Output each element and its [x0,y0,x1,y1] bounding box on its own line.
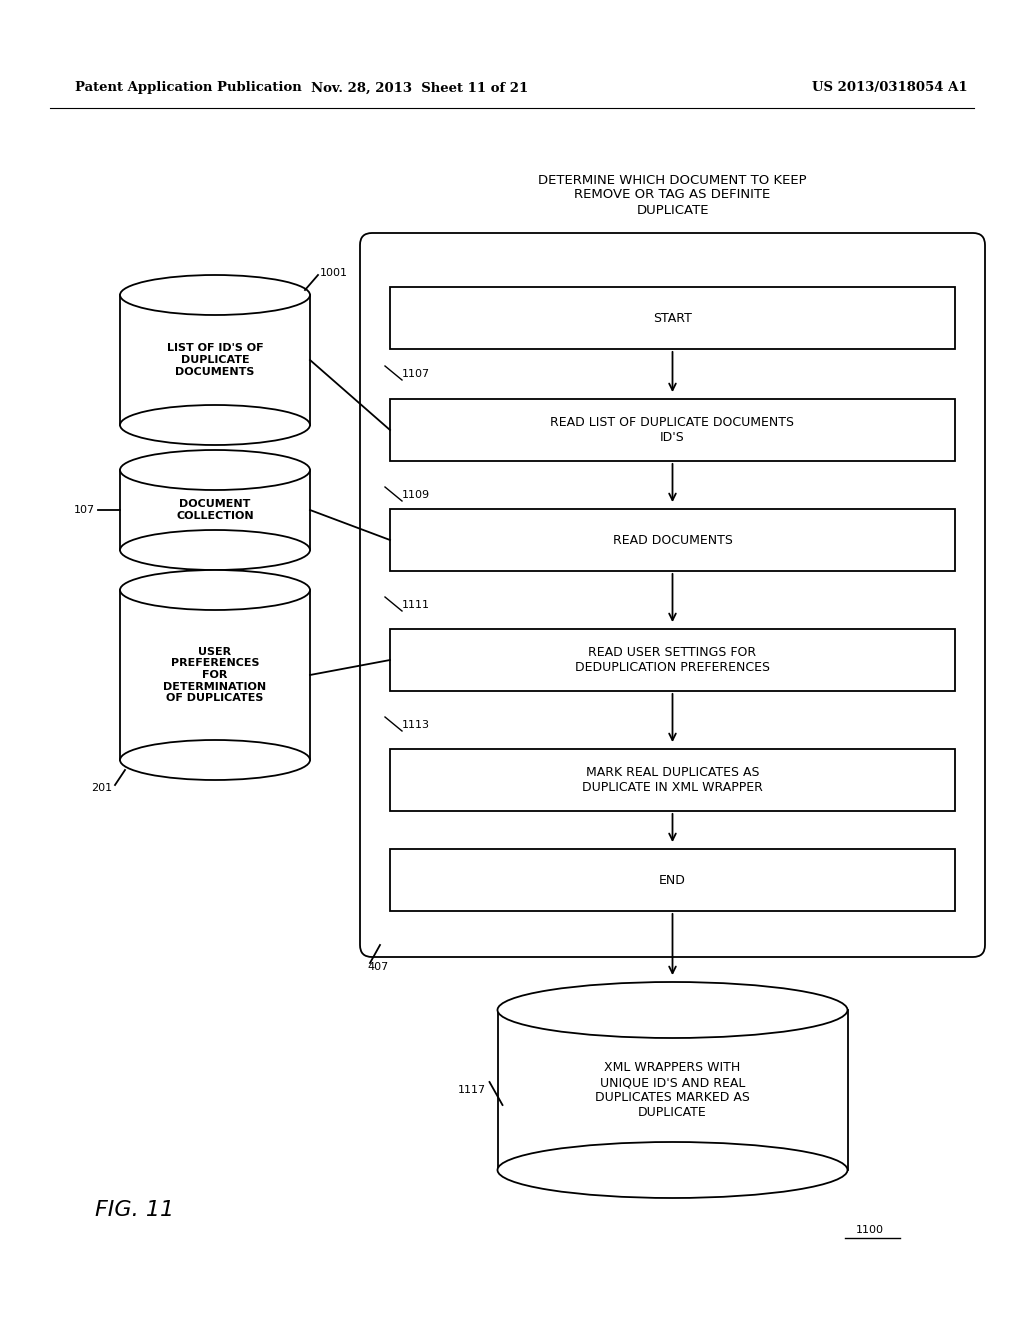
Ellipse shape [120,450,310,490]
Text: Patent Application Publication: Patent Application Publication [75,82,302,95]
Text: DOCUMENT
COLLECTION: DOCUMENT COLLECTION [176,499,254,521]
Bar [120,590,310,760]
FancyBboxPatch shape [390,510,955,572]
Text: US 2013/0318054 A1: US 2013/0318054 A1 [812,82,968,95]
FancyBboxPatch shape [390,849,955,911]
Text: MARK REAL DUPLICATES AS
DUPLICATE IN XML WRAPPER: MARK REAL DUPLICATES AS DUPLICATE IN XML… [582,766,763,795]
Text: 1111: 1111 [402,601,430,610]
Ellipse shape [120,741,310,780]
Bar [120,294,310,425]
FancyBboxPatch shape [390,286,955,348]
Ellipse shape [120,531,310,570]
FancyBboxPatch shape [390,748,955,810]
Text: 107: 107 [74,506,95,515]
Text: FIG. 11: FIG. 11 [95,1200,174,1220]
Text: USER
PREFERENCES
FOR
DETERMINATION
OF DUPLICATES: USER PREFERENCES FOR DETERMINATION OF DU… [164,647,266,704]
Bar [498,1010,848,1170]
Bar [120,470,310,550]
Text: END: END [659,874,686,887]
Ellipse shape [120,570,310,610]
Ellipse shape [120,275,310,315]
Text: 201: 201 [91,783,112,793]
Ellipse shape [498,1142,848,1199]
Text: 1100: 1100 [856,1225,884,1236]
Ellipse shape [498,982,848,1038]
Text: DETERMINE WHICH DOCUMENT TO KEEP
REMOVE OR TAG AS DEFINITE
DUPLICATE: DETERMINE WHICH DOCUMENT TO KEEP REMOVE … [539,173,807,216]
Ellipse shape [120,405,310,445]
FancyBboxPatch shape [360,234,985,957]
Text: 407: 407 [367,962,388,972]
Text: 1001: 1001 [319,268,348,279]
Text: Nov. 28, 2013  Sheet 11 of 21: Nov. 28, 2013 Sheet 11 of 21 [311,82,528,95]
FancyBboxPatch shape [390,630,955,690]
Text: 1109: 1109 [402,490,430,500]
Text: LIST OF ID'S OF
DUPLICATE
DOCUMENTS: LIST OF ID'S OF DUPLICATE DOCUMENTS [167,343,263,376]
FancyBboxPatch shape [390,399,955,461]
Text: 1117: 1117 [458,1085,485,1096]
Text: READ DOCUMENTS: READ DOCUMENTS [612,533,732,546]
Text: XML WRAPPERS WITH
UNIQUE ID'S AND REAL
DUPLICATES MARKED AS
DUPLICATE: XML WRAPPERS WITH UNIQUE ID'S AND REAL D… [595,1061,750,1119]
Text: 1113: 1113 [402,719,430,730]
Text: READ LIST OF DUPLICATE DOCUMENTS
ID'S: READ LIST OF DUPLICATE DOCUMENTS ID'S [551,416,795,444]
Text: START: START [653,312,692,325]
Text: READ USER SETTINGS FOR
DEDUPLICATION PREFERENCES: READ USER SETTINGS FOR DEDUPLICATION PRE… [575,645,770,675]
Text: 1107: 1107 [402,370,430,379]
